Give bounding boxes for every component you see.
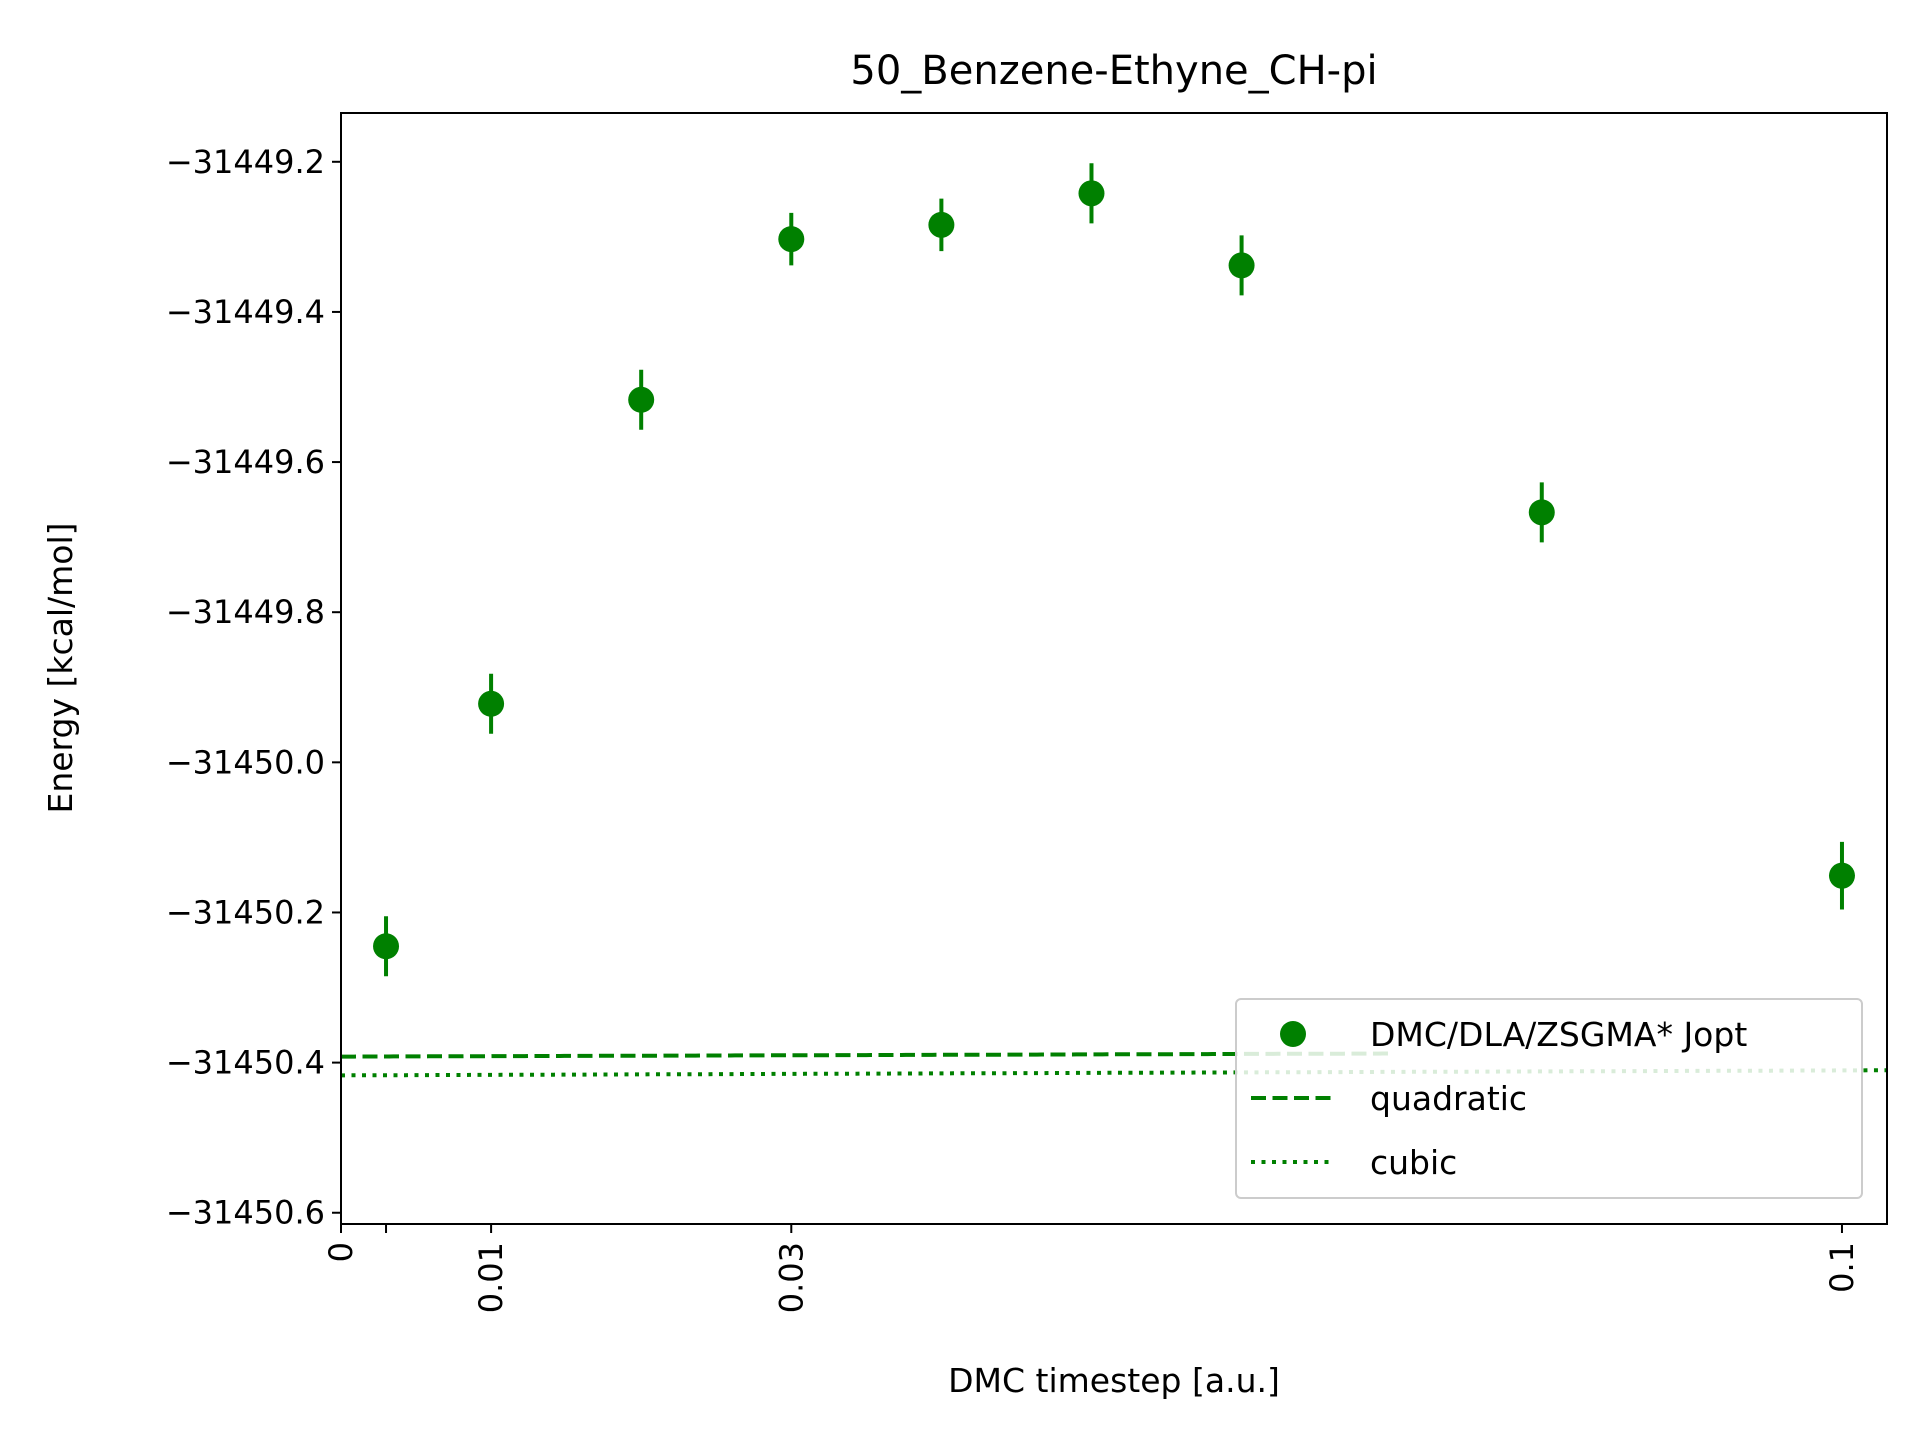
y-tick-label-0: −31449.2 — [166, 143, 325, 181]
legend-marker-0 — [1280, 1021, 1306, 1047]
data-point-7 — [1528, 499, 1555, 526]
legend-box — [1235, 998, 1863, 1199]
x-tick-label-0: 0 — [322, 1242, 360, 1262]
y-tick-label-6: −31450.4 — [166, 1044, 325, 1082]
x-axis: 0 0.01 0.03 0.1 — [322, 1224, 1861, 1313]
data-point-4 — [928, 211, 955, 238]
x-tick-label-4: 0.1 — [1823, 1242, 1861, 1293]
legend-label-0: DMC/DLA/ZSGMA* Jopt — [1370, 1015, 1747, 1054]
fit-line-quadratic — [341, 1051, 1392, 1059]
legend-label-1: quadratic — [1370, 1079, 1527, 1118]
data-point-1 — [478, 690, 505, 717]
y-tick-label-4: −31450.0 — [166, 743, 325, 781]
data-point-5 — [1078, 180, 1105, 207]
plot-area — [341, 163, 1887, 1078]
legend-label-2: cubic — [1370, 1143, 1457, 1182]
y-axis-label: Energy [kcal/mol] — [41, 522, 80, 813]
data-point-6 — [1228, 252, 1255, 279]
x-tick-label-3: 0.03 — [772, 1242, 810, 1313]
x-axis-label: DMC timestep [a.u.] — [948, 1361, 1280, 1400]
legend: DMC/DLA/ZSGMA* Jopt quadratic cubic — [1235, 998, 1863, 1199]
y-tick-label-5: −31450.2 — [166, 893, 325, 931]
y-tick-label-2: −31449.6 — [166, 443, 325, 481]
y-axis: −31449.2 −31449.4 −31449.6 −31449.8 −31450.0… — [166, 143, 341, 1232]
axes-frame — [340, 112, 1888, 1225]
x-tick-label-2: 0.01 — [472, 1242, 510, 1313]
chart-title: 50_Benzene-Ethyne_CH-pi — [850, 48, 1377, 94]
data-point-3 — [778, 226, 805, 253]
y-tick-label-1: −31449.4 — [166, 293, 325, 331]
data-point-2 — [628, 386, 655, 413]
y-tick-label-7: −31450.6 — [166, 1194, 325, 1232]
y-tick-label-3: −31449.8 — [166, 593, 325, 631]
data-point-0 — [373, 933, 400, 960]
data-point-8 — [1828, 862, 1855, 889]
